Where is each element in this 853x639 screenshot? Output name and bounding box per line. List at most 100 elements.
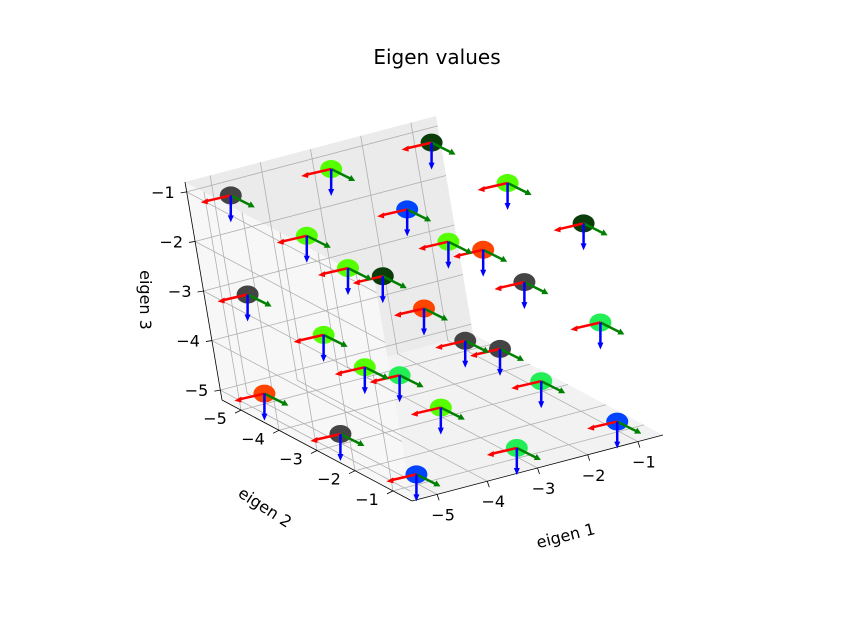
eigen1-arrowhead bbox=[234, 396, 242, 403]
eigen1-arrowhead bbox=[369, 378, 377, 385]
eigen1-arrow bbox=[422, 240, 449, 249]
eigen3-arrowhead bbox=[597, 342, 604, 350]
eigen-glyph bbox=[511, 372, 566, 409]
eigen3-arrowhead bbox=[244, 314, 251, 322]
eigen2-arrowhead bbox=[457, 413, 465, 420]
eigen3-arrowhead bbox=[504, 203, 511, 211]
eigen1-arrowhead bbox=[587, 424, 595, 431]
eigen2-arrowhead bbox=[348, 175, 356, 182]
y-tick-mark bbox=[348, 470, 356, 475]
eigen2-arrow bbox=[323, 333, 345, 347]
eigen2-arrow bbox=[230, 194, 252, 207]
eigen-glyph bbox=[553, 214, 608, 251]
eigen1-arrowhead bbox=[410, 410, 418, 417]
eigen-glyph bbox=[394, 299, 448, 336]
z-tick-label: −1 bbox=[151, 183, 175, 202]
eigen2-arrow bbox=[330, 167, 352, 181]
y-tick-mark bbox=[272, 429, 280, 434]
eigen2-arrow bbox=[431, 141, 453, 154]
eigen2-arrowhead bbox=[424, 215, 432, 222]
eigen3-arrowhead bbox=[345, 288, 351, 296]
eigen1-arrowhead bbox=[435, 343, 443, 350]
eigen3-arrowhead bbox=[521, 302, 528, 310]
eigen1-arrow bbox=[557, 222, 584, 231]
eigen2-arrow bbox=[447, 240, 469, 253]
eigen1-arrow bbox=[221, 293, 248, 302]
eigen1-arrow bbox=[574, 321, 601, 330]
eigen2-arrowhead bbox=[634, 427, 642, 434]
eigen1-arrowhead bbox=[217, 297, 225, 304]
tick-labels: −5 −4 −3 −2 −1 −1 −2 −3 −4 −5 −1 −2 −3 −4 −5 bbox=[151, 183, 656, 524]
eigen1-arrowhead bbox=[401, 145, 409, 152]
eigen2-arrowhead bbox=[281, 399, 289, 406]
eigen-glyph bbox=[386, 465, 441, 502]
eigen-glyph bbox=[310, 424, 365, 461]
eigen3-arrowhead bbox=[437, 427, 444, 435]
eigen1-arrow bbox=[380, 208, 408, 217]
eigen1-arrowhead bbox=[293, 337, 301, 344]
eigen1-arrow bbox=[280, 234, 308, 244]
eigen3-arrowhead bbox=[379, 296, 386, 304]
eigen2-arrow bbox=[464, 339, 486, 352]
eigen-glyph bbox=[410, 398, 465, 435]
eigen1-arrowhead bbox=[200, 198, 208, 205]
x-tick-label: −4 bbox=[482, 492, 506, 511]
eigen2-arrow bbox=[616, 420, 638, 433]
eigen-glyph bbox=[418, 232, 473, 269]
eigen1-arrowhead bbox=[334, 370, 342, 377]
eigen3-arrowhead bbox=[462, 360, 469, 368]
eigen2-arrow bbox=[423, 307, 445, 320]
eigen-glyph bbox=[217, 285, 272, 322]
eigen2-arrowhead bbox=[247, 201, 255, 208]
eigen3-arrowhead bbox=[580, 243, 587, 251]
eigen1-arrow bbox=[204, 194, 232, 203]
eigen-glyph bbox=[369, 366, 424, 403]
eigen2-arrowhead bbox=[524, 189, 532, 196]
x-tick-label: −2 bbox=[582, 466, 606, 485]
eigen-glyph bbox=[453, 240, 508, 277]
eigen3-arrowhead bbox=[303, 255, 310, 263]
eigen-glyph bbox=[293, 325, 348, 362]
eigen1-arrowhead bbox=[276, 238, 284, 245]
eigen3-arrowhead bbox=[480, 269, 487, 277]
eigen3-arrowhead bbox=[396, 395, 403, 403]
eigen-glyph bbox=[401, 133, 456, 170]
y-tick-label: −4 bbox=[241, 429, 265, 448]
eigen3-arrowhead bbox=[261, 413, 268, 421]
eigen3-arrowhead bbox=[497, 368, 503, 376]
eigen2-arrow bbox=[306, 234, 328, 247]
eigen1-arrowhead bbox=[486, 450, 494, 457]
z-tick-mark bbox=[180, 191, 187, 194]
y-tick-mark bbox=[386, 490, 394, 495]
z-tick-mark bbox=[189, 241, 196, 243]
eigen1-arrowhead bbox=[386, 477, 394, 484]
x-grid-line bbox=[259, 162, 488, 482]
eigen1-arrowhead bbox=[570, 325, 578, 332]
eigen3-arrowhead bbox=[413, 494, 420, 502]
eigen-glyph bbox=[352, 267, 407, 304]
eigen1-arrowhead bbox=[494, 285, 502, 292]
chart-title: Eigen values bbox=[373, 45, 500, 69]
eigen2-arrow bbox=[382, 275, 404, 288]
eigen1-arrow bbox=[414, 406, 442, 415]
eigen-glyph bbox=[486, 438, 541, 475]
eigen2-arrowhead bbox=[448, 148, 456, 155]
eigen2-arrow bbox=[482, 248, 504, 261]
eigen1-arrowhead bbox=[553, 226, 561, 233]
eigen2-arrowhead bbox=[541, 288, 549, 295]
eigen-glyph bbox=[318, 259, 372, 296]
eigen2-arrowhead bbox=[433, 480, 441, 487]
y-tick-label: −5 bbox=[203, 409, 227, 428]
z-tick-label: −2 bbox=[159, 232, 183, 251]
y-tick-mark bbox=[234, 409, 242, 414]
eigen2-arrow bbox=[339, 432, 361, 446]
eigen3-arrowhead bbox=[614, 441, 621, 449]
eigen-glyph bbox=[234, 384, 289, 421]
eigen1-arrow bbox=[304, 167, 332, 177]
eigen2-arrow bbox=[516, 446, 538, 460]
eigen1-arrow bbox=[590, 420, 618, 429]
eigen2-arrowhead bbox=[558, 387, 566, 394]
eigen3-arrowhead bbox=[428, 162, 435, 170]
